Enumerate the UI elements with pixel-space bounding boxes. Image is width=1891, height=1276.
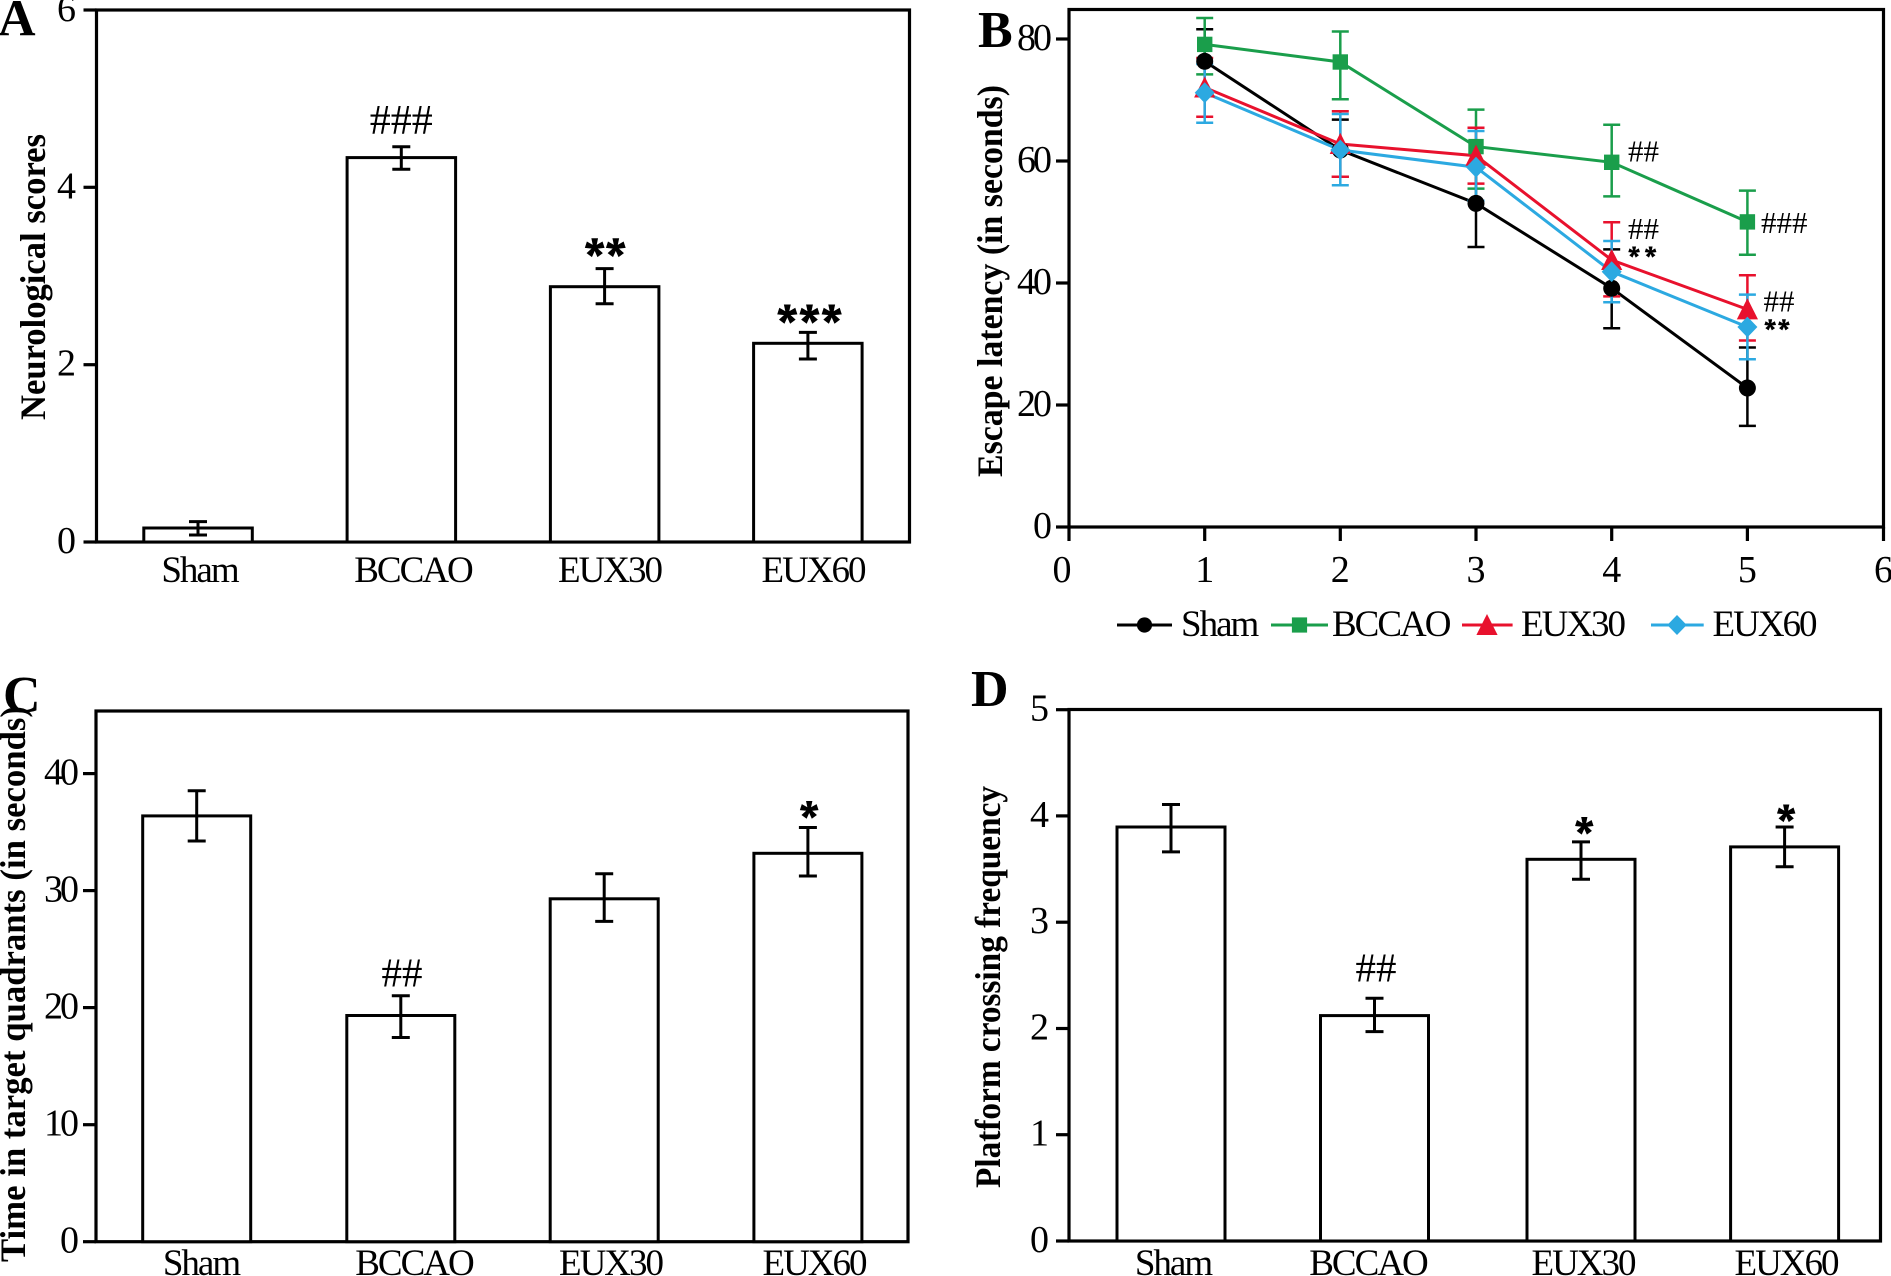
svg-text:20: 20 xyxy=(1017,383,1051,425)
svg-text:40: 40 xyxy=(1017,261,1051,303)
svg-text:EUX60: EUX60 xyxy=(1734,1243,1839,1276)
svg-text:EUX30: EUX30 xyxy=(558,550,663,591)
svg-text:BCCAO: BCCAO xyxy=(354,550,473,591)
svg-text:0: 0 xyxy=(60,1220,78,1262)
svg-text:EUX60: EUX60 xyxy=(1713,604,1818,645)
svg-text:40: 40 xyxy=(44,752,78,794)
svg-text:80: 80 xyxy=(1017,17,1051,59)
svg-text:###: ### xyxy=(370,98,433,144)
svg-text:3: 3 xyxy=(1030,900,1049,942)
svg-text:##: ## xyxy=(1764,284,1795,319)
svg-text:Platform crossing frequency: Platform crossing frequency xyxy=(968,786,1008,1188)
svg-text:10: 10 xyxy=(44,1103,78,1145)
svg-text:6: 6 xyxy=(1874,549,1891,591)
svg-text:5: 5 xyxy=(1738,549,1757,591)
svg-text:0: 0 xyxy=(1030,1219,1049,1261)
svg-text:EUX30: EUX30 xyxy=(1531,1243,1636,1276)
svg-text:Time in target quadrants (in s: Time in target quadrants (in seconds) xyxy=(0,706,33,1262)
svg-text:4: 4 xyxy=(1602,549,1621,591)
svg-text:2: 2 xyxy=(1331,549,1350,591)
svg-text:BCCAO: BCCAO xyxy=(1332,604,1451,645)
svg-text:C: C xyxy=(3,667,41,724)
svg-text:A: A xyxy=(0,0,36,48)
svg-text:1: 1 xyxy=(1195,549,1214,591)
svg-text:##: ## xyxy=(1356,945,1397,991)
svg-text:BCCAO: BCCAO xyxy=(1309,1243,1428,1276)
svg-text:3: 3 xyxy=(1467,549,1486,591)
svg-text:B: B xyxy=(978,2,1013,59)
svg-text:EUX30: EUX30 xyxy=(559,1243,664,1276)
svg-text:##: ## xyxy=(382,950,423,996)
svg-text:EUX60: EUX60 xyxy=(762,1243,867,1276)
svg-text:EUX30: EUX30 xyxy=(1521,604,1626,645)
svg-text:EUX60: EUX60 xyxy=(761,550,866,591)
svg-text:BCCAO: BCCAO xyxy=(355,1243,474,1276)
svg-text:Sham: Sham xyxy=(161,550,240,591)
svg-text:Escape latency (in seconds): Escape latency (in seconds) xyxy=(970,85,1010,477)
svg-text:Sham: Sham xyxy=(1181,604,1260,645)
svg-text:5: 5 xyxy=(1030,688,1049,730)
svg-text:0: 0 xyxy=(57,520,76,562)
svg-text:D: D xyxy=(971,661,1009,718)
svg-text:4: 4 xyxy=(1030,794,1049,836)
svg-text:0: 0 xyxy=(1033,505,1051,547)
svg-text:Sham: Sham xyxy=(1135,1243,1214,1276)
svg-text:###: ### xyxy=(1761,205,1808,240)
svg-text:0: 0 xyxy=(1053,549,1072,591)
svg-text:20: 20 xyxy=(44,986,78,1028)
svg-text:2: 2 xyxy=(1030,1007,1049,1049)
svg-text:2: 2 xyxy=(57,343,76,385)
svg-text:30: 30 xyxy=(44,869,78,911)
svg-text:Sham: Sham xyxy=(163,1243,242,1276)
svg-text:60: 60 xyxy=(1017,139,1051,181)
svg-text:6: 6 xyxy=(57,0,76,30)
svg-text:4: 4 xyxy=(57,165,76,207)
svg-text:##: ## xyxy=(1628,211,1659,246)
svg-text:Neurological scores: Neurological scores xyxy=(13,134,53,420)
svg-text:##: ## xyxy=(1628,134,1659,169)
svg-text:1: 1 xyxy=(1030,1113,1049,1155)
